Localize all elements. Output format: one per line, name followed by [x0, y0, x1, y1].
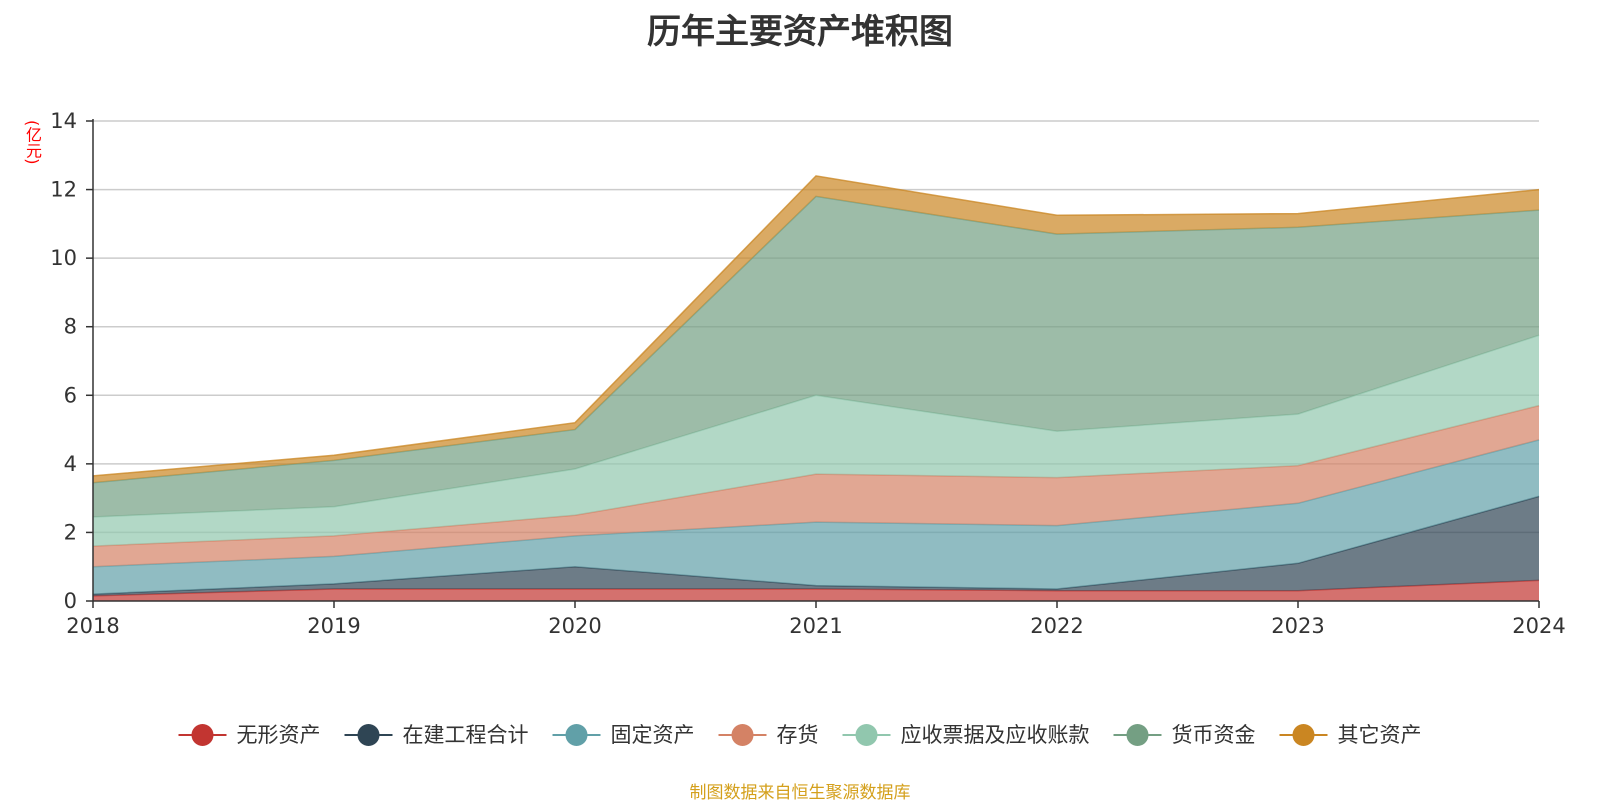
area-series: [92, 175, 1540, 601]
legend-dot-icon: [731, 724, 754, 746]
legend-dot-icon: [855, 724, 878, 746]
legend-dot-icon: [191, 724, 214, 746]
legend: 无形资产 在建工程合计 固定资产 存货 应收票据及应收账款 货币资金 其它资产: [178, 723, 1422, 747]
y-tick-label: 10: [50, 246, 77, 270]
legend-label: 无形资产: [237, 723, 321, 747]
y-tick-label: 14: [50, 109, 77, 133]
area-无形资产[interactable]: [93, 580, 1539, 601]
legend-item-存货[interactable]: 存货: [718, 723, 819, 747]
legend-label: 其它资产: [1338, 723, 1422, 747]
x-tick-label: 2019: [307, 614, 360, 638]
legend-label: 货币资金: [1172, 723, 1256, 747]
legend-item-应收票据及应收账款[interactable]: 应收票据及应收账款: [842, 723, 1090, 747]
x-tick-label: 2024: [1512, 614, 1565, 638]
x-tick-label: 2018: [66, 614, 119, 638]
legend-label: 固定资产: [611, 723, 695, 747]
legend-dot-icon: [357, 724, 380, 746]
legend-item-固定资产[interactable]: 固定资产: [552, 723, 695, 747]
legend-dot-icon: [1292, 724, 1315, 746]
legend-dot-icon: [1126, 724, 1149, 746]
area-其它资产[interactable]: [93, 175, 1539, 483]
x-tick-label: 2020: [548, 614, 601, 638]
legend-label: 在建工程合计: [403, 723, 529, 747]
area-货币资金[interactable]: [93, 196, 1539, 517]
y-tick-label: 12: [50, 178, 77, 202]
y-tick-label: 0: [64, 589, 77, 613]
y-axis-unit-label: (亿元): [23, 120, 42, 165]
legend-label: 应收票据及应收账款: [901, 723, 1090, 747]
area-应收票据及应收账款[interactable]: [93, 335, 1539, 547]
area-固定资产[interactable]: [93, 439, 1539, 595]
area-line-其它资产: [92, 175, 1540, 477]
x-tick-label: 2023: [1271, 614, 1324, 638]
y-tick-label: 4: [64, 452, 77, 476]
legend-item-其它资产[interactable]: 其它资产: [1279, 723, 1422, 747]
area-在建工程合计[interactable]: [93, 496, 1539, 596]
axes: 0 2 4 6 8 10 12 14 2018 2019 2020 2021 2022 2023 2024: [50, 109, 1565, 638]
y-tick-label: 2: [64, 520, 77, 544]
chart-title: 历年主要资产堆积图: [647, 12, 953, 52]
legend-item-在建工程合计[interactable]: 在建工程合计: [344, 723, 529, 747]
data-source-note: 制图数据来自恒生聚源数据库: [689, 783, 911, 803]
y-tick-label: 6: [64, 383, 77, 407]
y-tick-label: 8: [64, 315, 77, 339]
area-存货[interactable]: [93, 405, 1539, 567]
legend-label: 存货: [777, 723, 819, 747]
legend-dot-icon: [565, 724, 588, 746]
legend-item-货币资金[interactable]: 货币资金: [1113, 723, 1256, 747]
x-tick-label: 2021: [789, 614, 842, 638]
x-tick-label: 2022: [1030, 614, 1083, 638]
legend-item-无形资产[interactable]: 无形资产: [178, 723, 321, 747]
